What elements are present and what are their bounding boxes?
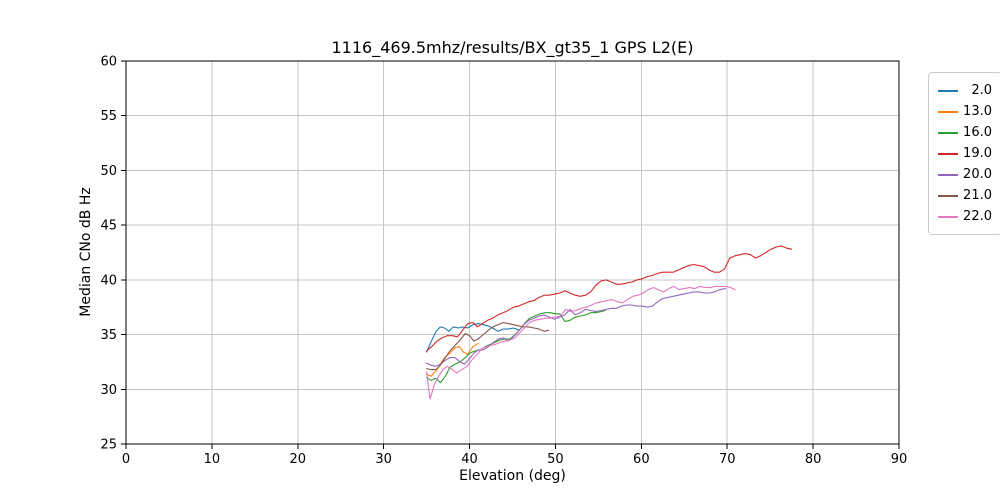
y-tick-label: 45	[100, 219, 117, 234]
series-line-2.0	[426, 323, 520, 353]
series-line-20.0	[426, 288, 727, 367]
legend-item-2.0: 2.0	[938, 80, 992, 101]
legend-item-label: 16.0	[963, 125, 992, 140]
series-line-21.0	[426, 321, 550, 371]
legend-item-21.0: 21.0	[938, 185, 992, 206]
x-tick-label: 20	[290, 452, 307, 467]
y-tick-label: 60	[100, 55, 117, 70]
y-tick-label: 30	[100, 383, 117, 398]
x-tick-label: 30	[375, 452, 392, 467]
x-tick-label: 50	[547, 452, 564, 467]
legend: 2.0 13.0 16.0 19.0 20.0 21.0 22.0	[928, 72, 1000, 235]
legend-item-label: 13.0	[963, 104, 992, 119]
legend-item-label: 19.0	[963, 146, 992, 161]
series-line-13.0	[426, 342, 479, 377]
legend-color-line	[938, 215, 958, 218]
x-tick-label: 70	[719, 452, 736, 467]
legend-item-22.0: 22.0	[938, 206, 992, 227]
y-tick-label: 50	[100, 164, 117, 179]
x-tick-label: 10	[204, 452, 221, 467]
x-tick-label: 60	[633, 452, 650, 467]
legend-color-line	[938, 110, 958, 113]
legend-color-line	[938, 89, 958, 92]
legend-item-label: 21.0	[963, 188, 992, 203]
legend-item-20.0: 20.0	[938, 164, 992, 185]
legend-item-19.0: 19.0	[938, 143, 992, 164]
x-tick-label: 0	[122, 452, 130, 467]
legend-item-label: 22.0	[963, 209, 992, 224]
y-tick-label: 35	[100, 328, 117, 343]
legend-item-label: 20.0	[963, 167, 992, 182]
x-tick-label: 80	[805, 452, 822, 467]
y-tick-label: 40	[100, 273, 117, 288]
legend-item-16.0: 16.0	[938, 122, 992, 143]
x-tick-label: 40	[461, 452, 478, 467]
legend-color-line	[938, 173, 958, 176]
legend-item-label: 2.0	[971, 83, 992, 98]
chart-title: 1116_469.5mhz/results/BX_gt35_1 GPS L2(E…	[331, 38, 694, 57]
x-tick-label: 90	[891, 452, 908, 467]
series-line-22.0	[426, 285, 736, 400]
y-tick-label: 55	[100, 109, 117, 124]
legend-color-line	[938, 131, 958, 134]
plot-frame	[125, 60, 900, 445]
x-axis-label: Elevation (deg)	[459, 468, 566, 484]
series-line-19.0	[426, 245, 793, 352]
legend-color-line	[938, 152, 958, 155]
legend-color-line	[938, 194, 958, 197]
y-tick-label: 25	[100, 438, 117, 453]
legend-item-13.0: 13.0	[938, 101, 992, 122]
